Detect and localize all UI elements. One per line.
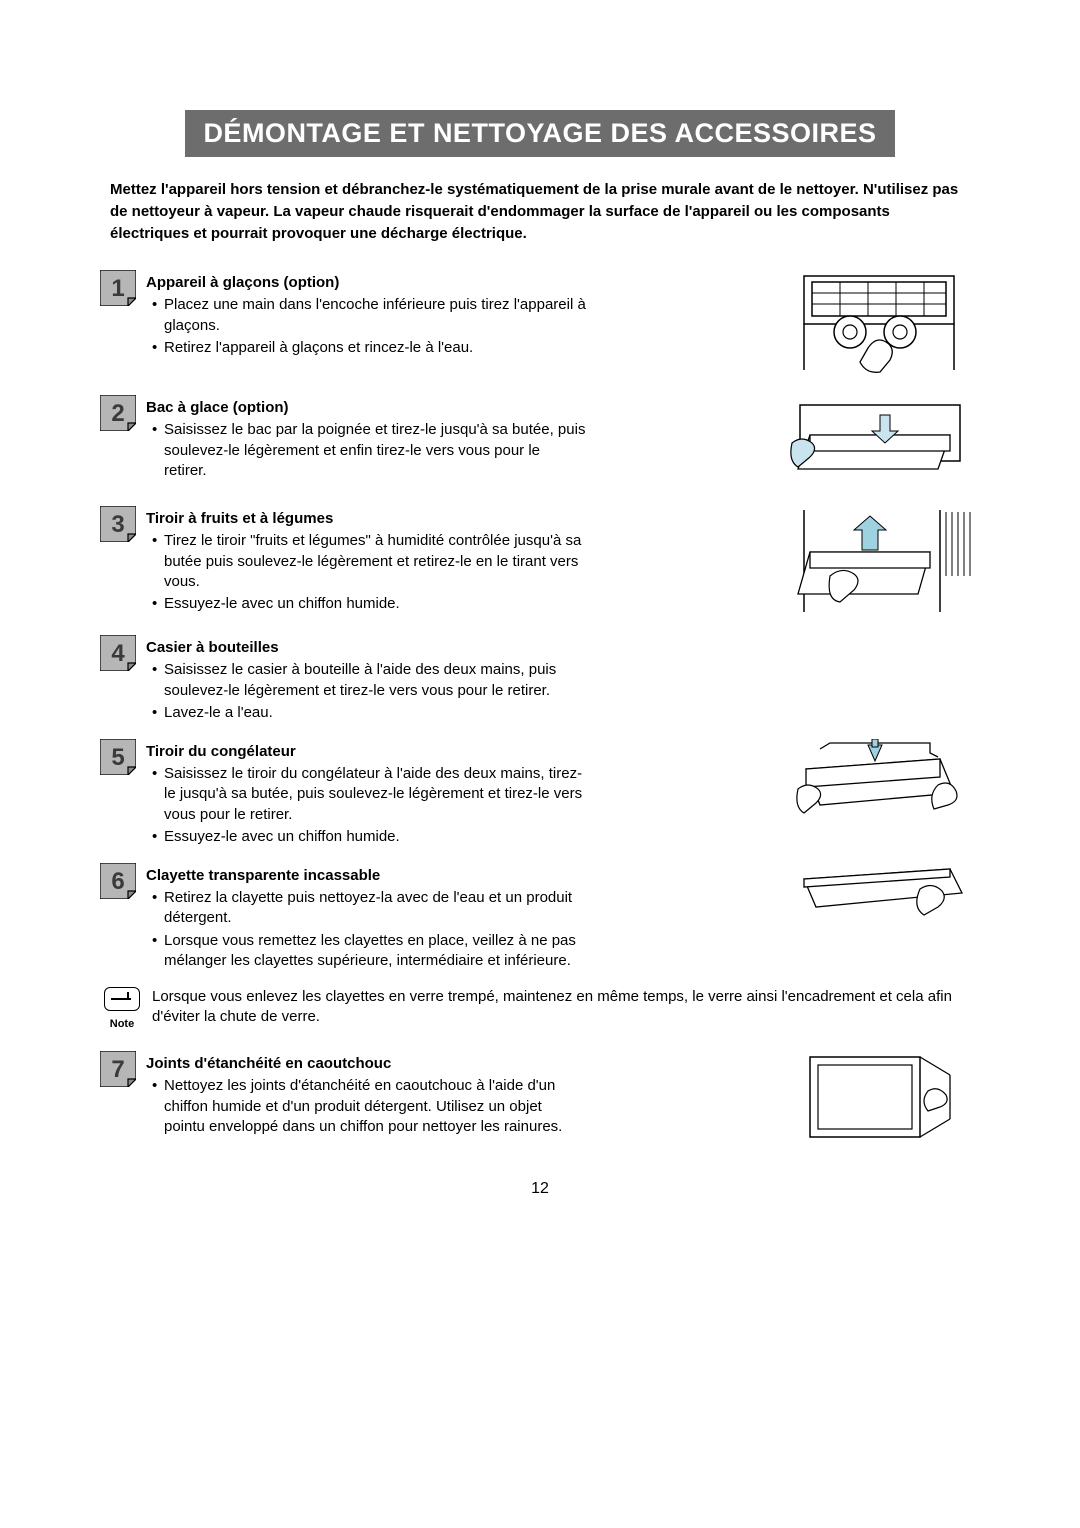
step-bullets: Saisissez le tiroir du congélateur à l'a… [146,764,586,847]
step-badge-4: 4 [100,635,136,671]
step-bullets: Nettoyez les joints d'étanchéité en caou… [146,1076,586,1137]
note-icon: Note [100,987,144,1033]
step-heading: Appareil à glaçons (option) [146,274,586,291]
bullet: Lorsque vous remettez les clayettes en p… [152,931,586,972]
svg-text:3: 3 [111,511,124,538]
step-bullets: Saisissez le bac par la poignée et tirez… [146,420,586,481]
step-2: 2 Bac à glace (option) Saisissez le bac … [100,395,980,492]
bullet: Placez une main dans l'encoche inférieur… [152,295,586,336]
note-text: Lorsque vous enlevez les clayettes en ve… [152,987,980,1028]
step-heading: Casier à bouteilles [146,639,586,656]
step-badge-2: 2 [100,395,136,431]
step-heading: Joints d'étanchéité en caoutchouc [146,1055,586,1072]
step-badge-3: 3 [100,506,136,542]
bullet: Saisissez le tiroir du congélateur à l'a… [152,764,586,825]
step-badge-7: 7 [100,1051,136,1087]
bullet: Essuyez-le avec un chiffon humide. [152,827,586,847]
bullet: Essuyez-le avec un chiffon humide. [152,594,586,614]
step-badge-1: 1 [100,270,136,306]
step-bullets: Tirez le tiroir "fruits et légumes" à hu… [146,531,586,614]
step-6: 6 Clayette transparente incassable Retir… [100,863,980,973]
bullet: Nettoyez les joints d'étanchéité en caou… [152,1076,586,1137]
step-bullets: Saisissez le casier à bouteille à l'aide… [146,660,586,723]
bullet: Retirez la clayette puis nettoyez-la ave… [152,888,586,929]
warning-text: Mettez l'appareil hors tension et débran… [110,179,970,244]
step-badge-6: 6 [100,863,136,899]
svg-text:6: 6 [111,868,124,895]
bullet: Saisissez le casier à bouteille à l'aide… [152,660,586,701]
bullet: Saisissez le bac par la poignée et tirez… [152,420,586,481]
illustration-3 [790,506,980,621]
step-1: 1 Appareil à glaçons (option) Placez une… [100,270,980,381]
page: DÉMONTAGE ET NETTOYAGE DES ACCESSOIRES M… [0,0,1080,1528]
step-5: 5 Tiroir du congélateur Saisissez le tir… [100,739,980,849]
step-bullets: Retirez la clayette puis nettoyez-la ave… [146,888,586,971]
illustration-6 [790,863,980,938]
page-title-banner: DÉMONTAGE ET NETTOYAGE DES ACCESSOIRES [185,110,894,157]
step-4: 4 Casier à bouteilles Saisissez le casie… [100,635,980,725]
illustration-2 [790,395,980,492]
step-heading: Bac à glace (option) [146,399,586,416]
step-heading: Tiroir du congélateur [146,743,586,760]
illustration-1 [790,270,980,381]
step-badge-5: 5 [100,739,136,775]
step-3: 3 Tiroir à fruits et à légumes Tirez le … [100,506,980,621]
svg-text:2: 2 [111,400,124,427]
note-label: Note [110,1018,134,1030]
step-heading: Tiroir à fruits et à légumes [146,510,586,527]
bullet: Retirez l'appareil à glaçons et rincez-l… [152,338,586,358]
illustration-5 [790,739,980,844]
step-7: 7 Joints d'étanchéité en caoutchouc Nett… [100,1051,980,1152]
bullet: Lavez-le a l'eau. [152,703,586,723]
page-number: 12 [100,1180,980,1198]
svg-text:7: 7 [111,1056,124,1083]
step-bullets: Placez une main dans l'encoche inférieur… [146,295,586,358]
note-block: Note Lorsque vous enlevez les clayettes … [100,987,980,1033]
step-number: 1 [111,275,124,302]
illustration-7 [790,1051,980,1152]
svg-text:4: 4 [111,640,125,667]
step-heading: Clayette transparente incassable [146,867,586,884]
svg-text:5: 5 [111,744,124,771]
bullet: Tirez le tiroir "fruits et légumes" à hu… [152,531,586,592]
